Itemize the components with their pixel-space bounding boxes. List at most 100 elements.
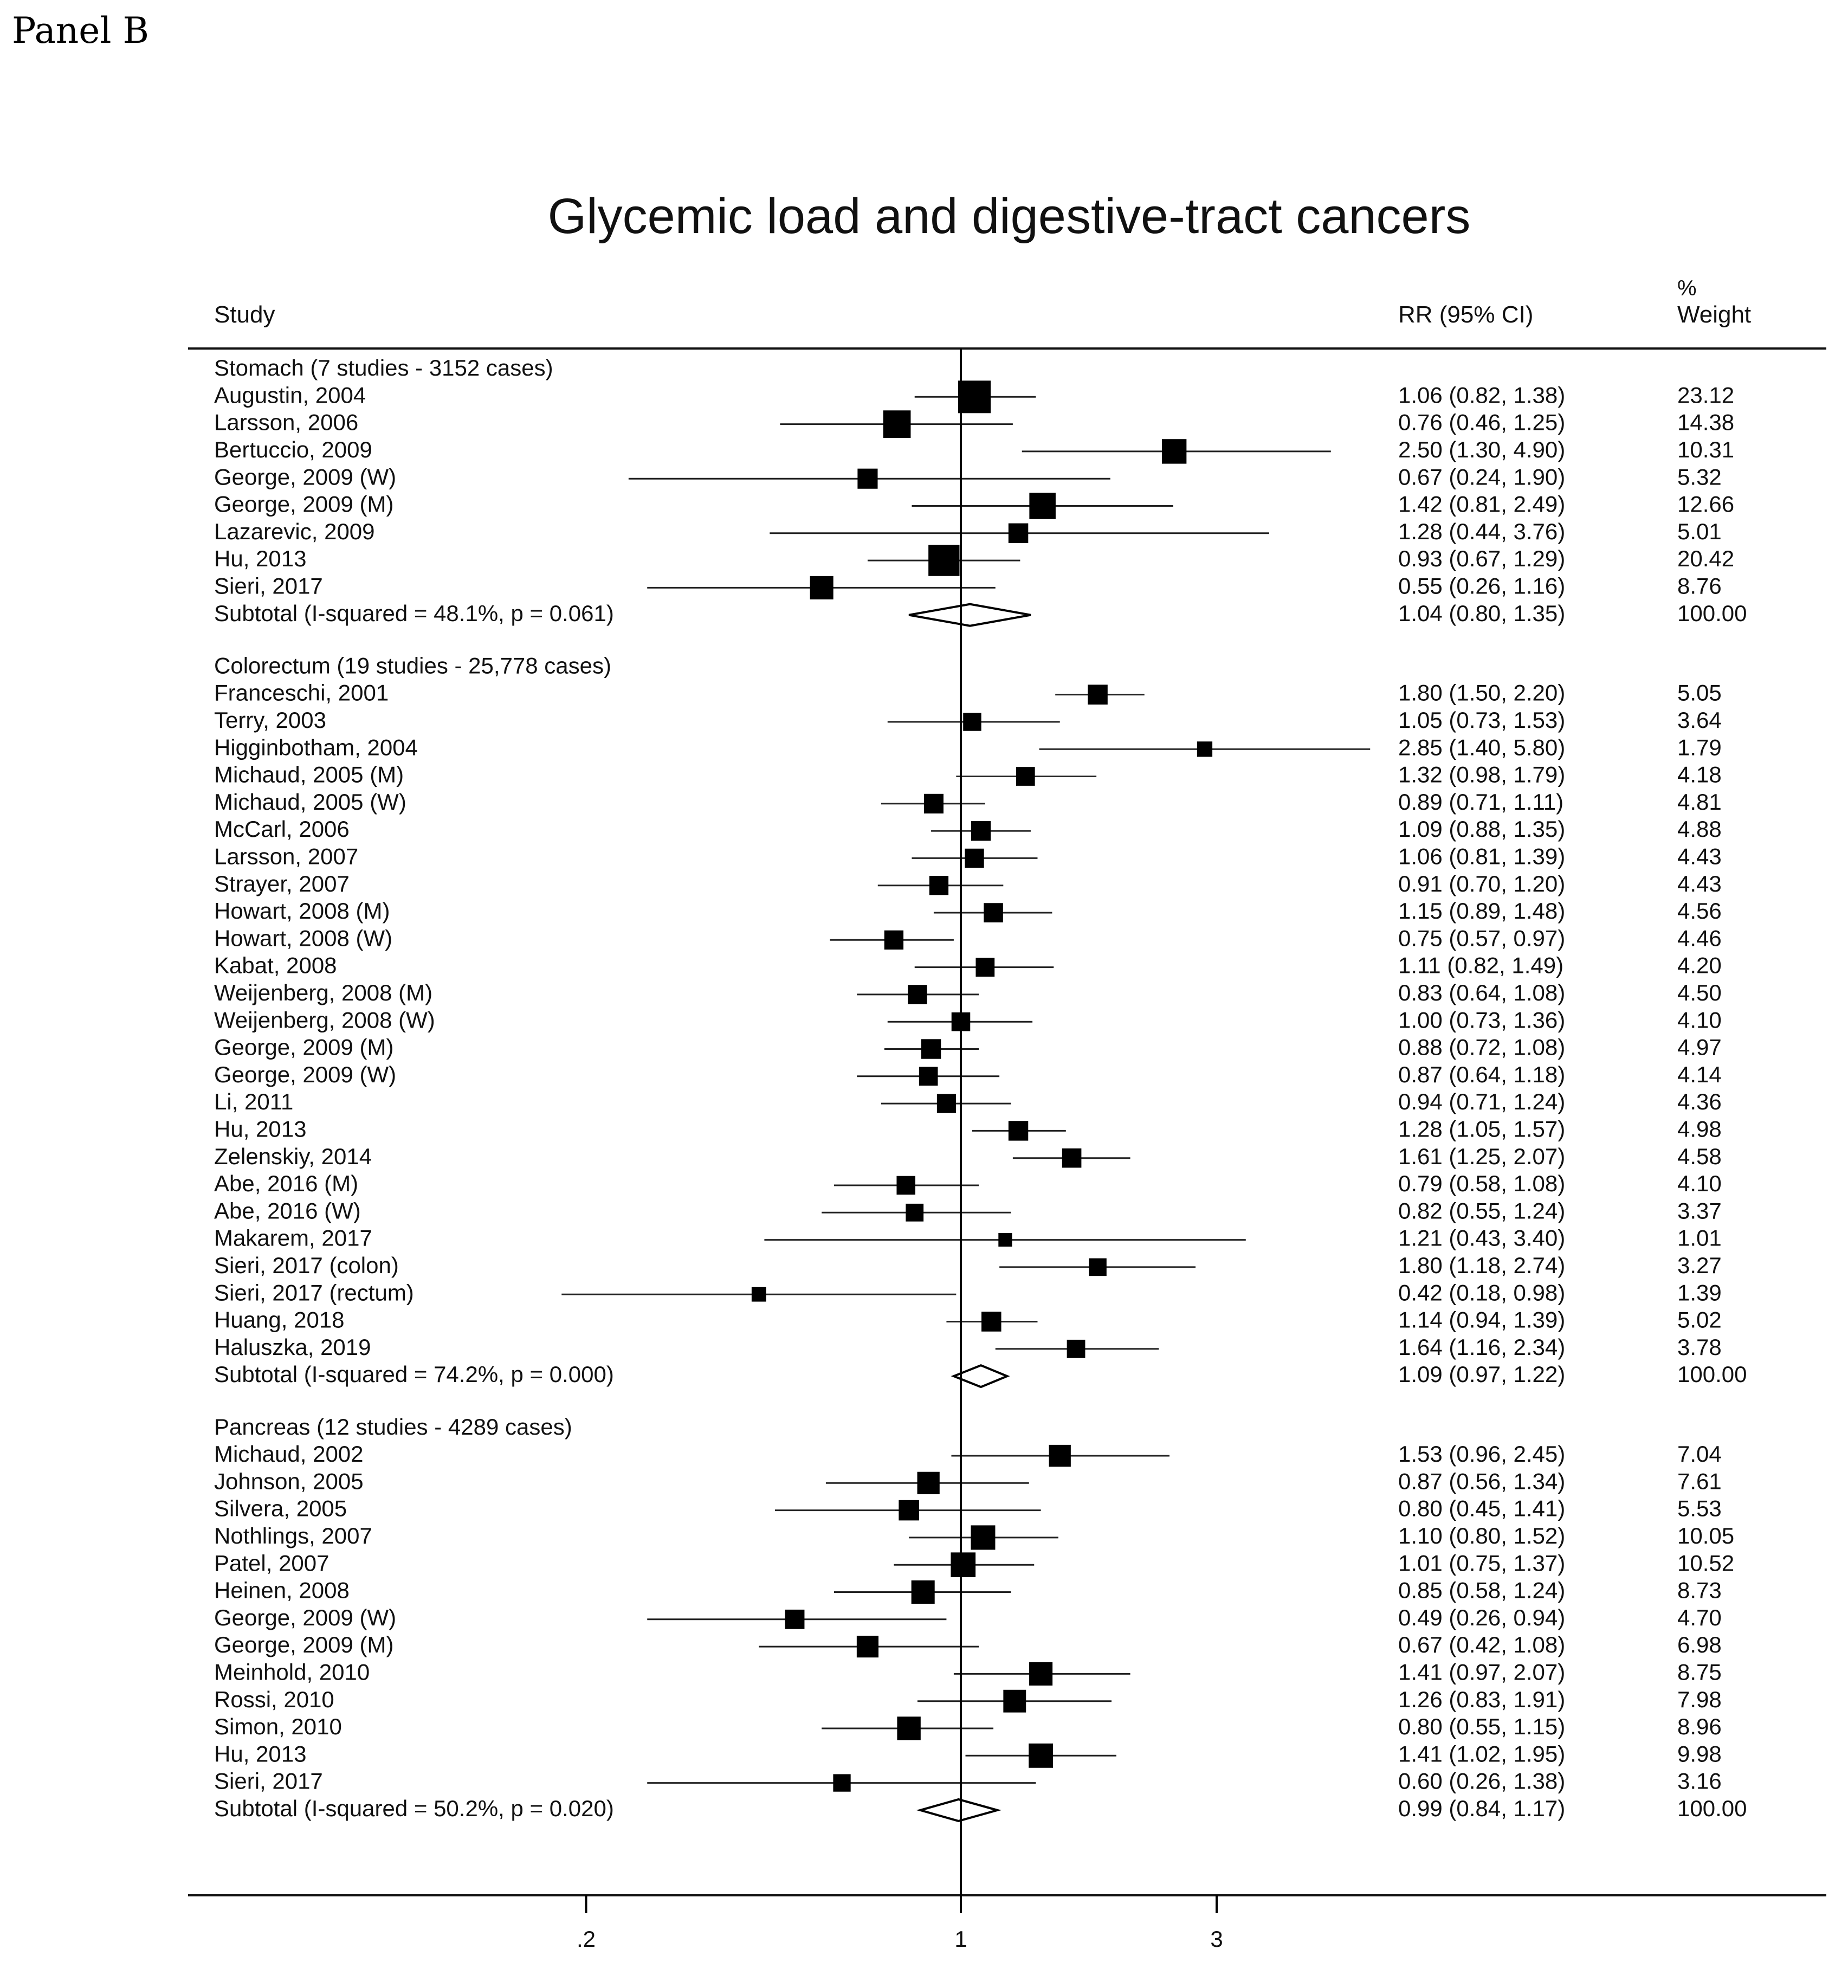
effect-estimate: 1.00 (0.73, 1.36) [1398,1007,1565,1032]
study-label: Michaud, 2002 [214,1441,364,1467]
weight-value: 3.16 [1677,1768,1722,1794]
study-label: Hu, 2013 [214,546,306,571]
effect-estimate: 0.82 (0.55, 1.24) [1398,1198,1565,1223]
study-label: Meinhold, 2010 [214,1659,370,1684]
study-label: George, 2009 (W) [214,1605,396,1630]
effect-estimate: 0.88 (0.72, 1.08) [1398,1035,1565,1060]
point-estimate-marker [785,1609,805,1629]
point-estimate-marker [981,1312,1001,1332]
effect-estimate: 1.32 (0.98, 1.79) [1398,762,1565,788]
effect-estimate: 1.53 (0.96, 2.45) [1398,1441,1565,1467]
subtotal-effect-estimate: 0.99 (0.84, 1.17) [1398,1796,1565,1821]
weight-value: 4.46 [1677,925,1722,951]
study-label: Franceschi, 2001 [214,680,389,706]
effect-estimate: 1.11 (0.82, 1.49) [1398,953,1563,978]
effect-estimate: 0.94 (0.71, 1.24) [1398,1089,1565,1114]
point-estimate-marker [857,468,878,489]
point-estimate-marker [1008,523,1029,544]
effect-estimate: 1.26 (0.83, 1.91) [1398,1687,1565,1712]
effect-estimate: 1.10 (0.80, 1.52) [1398,1523,1565,1548]
effect-estimate: 1.80 (1.50, 2.20) [1398,680,1565,706]
point-estimate-marker [965,848,984,868]
x-tick-label: 1 [954,1926,967,1952]
weight-value: 4.81 [1677,789,1722,815]
weight-value: 7.61 [1677,1468,1722,1494]
point-estimate-marker [921,1039,941,1059]
effect-estimate: 1.41 (1.02, 1.95) [1398,1741,1565,1766]
subtotal-label: Subtotal (I-squared = 50.2%, p = 0.020) [214,1796,614,1821]
study-label: Terry, 2003 [214,707,326,733]
weight-value: 4.88 [1677,816,1722,842]
weight-value: 6.98 [1677,1632,1722,1657]
effect-estimate: 0.67 (0.42, 1.08) [1398,1632,1565,1657]
pooled-diamond [916,1798,1001,1822]
study-label: Li, 2011 [214,1089,293,1114]
study-label: Howart, 2008 (M) [214,898,390,924]
weight-value: 4.58 [1677,1144,1722,1169]
study-label: Bertuccio, 2009 [214,437,372,462]
study-label: Kabat, 2008 [214,953,337,978]
effect-estimate: 0.49 (0.26, 0.94) [1398,1605,1565,1630]
point-estimate-marker [1088,685,1108,705]
weight-value: 4.14 [1677,1062,1722,1087]
weight-value: 8.73 [1677,1578,1722,1603]
weight-value: 1.39 [1677,1280,1722,1305]
study-label: Hu, 2013 [214,1741,306,1766]
subtotal-weight: 100.00 [1677,1796,1747,1821]
group-heading: Colorectum (19 studies - 25,778 cases) [214,653,611,678]
weight-value: 3.64 [1677,707,1722,733]
study-label: Johnson, 2005 [214,1468,364,1494]
subtotal-effect-estimate: 1.09 (0.97, 1.22) [1398,1361,1565,1387]
effect-estimate: 0.80 (0.55, 1.15) [1398,1714,1565,1739]
weight-value: 4.18 [1677,762,1722,788]
study-label: George, 2009 (W) [214,464,396,489]
study-label: Huang, 2018 [214,1307,345,1333]
point-estimate-marker [963,713,981,731]
point-estimate-marker [833,1774,851,1792]
effect-estimate: 0.76 (0.46, 1.25) [1398,410,1565,435]
effect-estimate: 1.09 (0.88, 1.35) [1398,816,1565,842]
study-label: George, 2009 (W) [214,1062,396,1087]
study-label: Silvera, 2005 [214,1496,347,1521]
effect-estimate: 1.01 (0.75, 1.37) [1398,1550,1565,1576]
point-estimate-marker [917,1471,940,1494]
weight-value: 9.98 [1677,1741,1722,1766]
effect-estimate: 0.83 (0.64, 1.08) [1398,980,1565,1005]
x-tick-label: 3 [1210,1926,1223,1952]
point-estimate-marker [919,1067,938,1086]
study-label: Michaud, 2005 (M) [214,762,404,788]
effect-estimate: 0.60 (0.26, 1.38) [1398,1768,1565,1794]
subtotal-label: Subtotal (I-squared = 74.2%, p = 0.000) [214,1361,614,1387]
point-estimate-marker [884,930,904,950]
column-header-effect: RR (95% CI) [1398,301,1533,328]
effect-estimate: 0.42 (0.18, 0.98) [1398,1280,1565,1305]
study-label: George, 2009 (M) [214,492,394,517]
study-label: Zelenskiy, 2014 [214,1144,372,1169]
column-header-weight: Weight [1677,301,1751,328]
effect-estimate: 1.42 (0.81, 2.49) [1398,492,1565,517]
effect-estimate: 0.80 (0.45, 1.41) [1398,1496,1565,1521]
weight-value: 8.75 [1677,1659,1722,1684]
point-estimate-marker [1029,1662,1053,1686]
point-estimate-marker [899,1500,919,1521]
study-label: Strayer, 2007 [214,871,350,896]
point-estimate-marker [911,1580,935,1604]
study-label: Patel, 2007 [214,1550,329,1576]
weight-value: 1.01 [1677,1225,1722,1251]
study-label: Hu, 2013 [214,1116,306,1141]
point-estimate-marker [951,1552,976,1578]
effect-estimate: 1.28 (1.05, 1.57) [1398,1116,1565,1141]
study-label: Higginbotham, 2004 [214,734,418,760]
study-label: Lazarevic, 2009 [214,519,375,544]
study-label: McCarl, 2006 [214,816,350,842]
weight-value: 5.05 [1677,680,1722,706]
effect-estimate: 1.05 (0.73, 1.53) [1398,707,1565,733]
point-estimate-marker [856,1636,879,1658]
point-estimate-marker [751,1287,766,1302]
point-estimate-marker [1003,1689,1026,1713]
point-estimate-marker [906,1203,924,1222]
effect-estimate: 2.85 (1.40, 5.80) [1398,734,1565,760]
weight-value: 3.78 [1677,1334,1722,1360]
effect-estimate: 1.41 (0.97, 2.07) [1398,1659,1565,1684]
weight-value: 4.36 [1677,1089,1722,1114]
